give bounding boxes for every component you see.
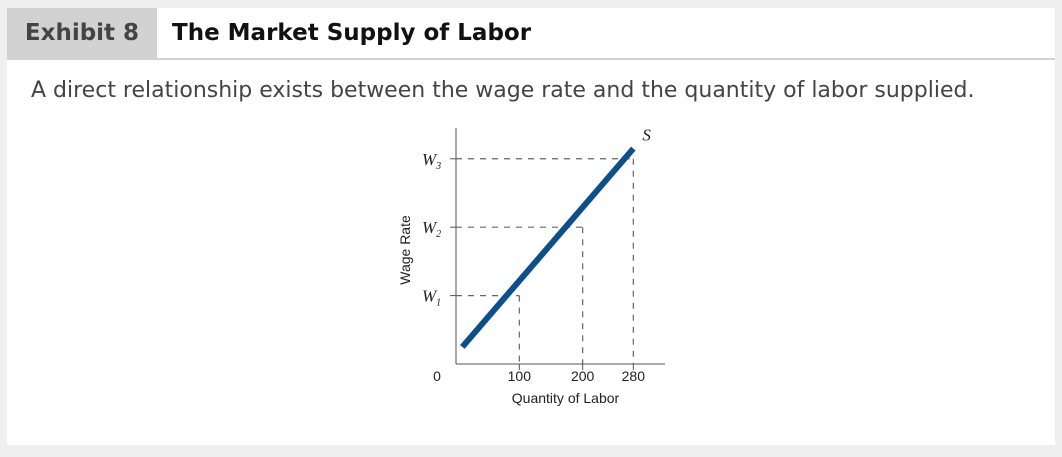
exhibit-label: Exhibit 8	[7, 8, 157, 58]
supply-curve-label: S	[642, 126, 651, 145]
header-divider	[7, 58, 1055, 60]
exhibit-card: Exhibit 8 The Market Supply of Labor A d…	[7, 8, 1055, 445]
y-tick-label-1: W1	[422, 287, 441, 309]
x-tick-label-1: 100	[508, 368, 532, 384]
exhibit-header: Exhibit 8 The Market Supply of Labor	[7, 8, 1055, 58]
reference-guides	[456, 158, 634, 364]
x-tick-labels: 100 200 280	[508, 364, 646, 384]
y-tick-label-2: W2	[422, 218, 441, 240]
y-axis-label: Wage Rate	[397, 215, 413, 285]
x-axis-label: Quantity of Labor	[512, 390, 620, 406]
origin-label: 0	[433, 368, 441, 384]
supply-curve	[460, 146, 636, 349]
y-tick-label-3: W3	[422, 150, 441, 172]
exhibit-subtitle: A direct relationship exists between the…	[31, 78, 975, 103]
x-tick-label-2: 200	[571, 368, 595, 384]
x-tick-label-3: 280	[622, 368, 646, 384]
y-tick-labels: W1 W2 W3	[422, 150, 456, 309]
exhibit-title: The Market Supply of Labor	[172, 20, 532, 46]
